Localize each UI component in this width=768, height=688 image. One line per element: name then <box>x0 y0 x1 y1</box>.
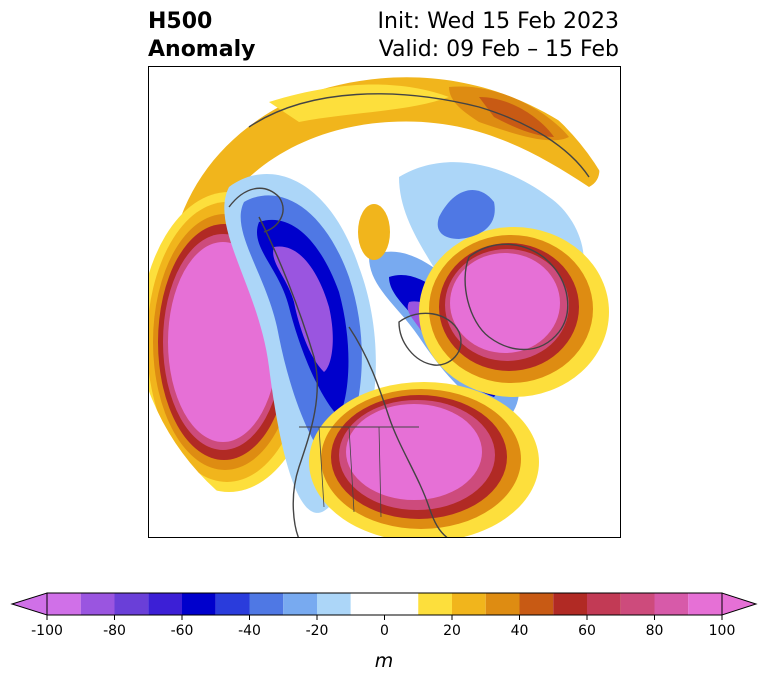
coast-greenland <box>398 312 462 366</box>
colorbar-segment <box>620 593 655 615</box>
colorbar-unit: m <box>375 650 394 672</box>
colorbar-tick-label: 100 <box>709 623 736 639</box>
colorbar-segment <box>317 593 351 615</box>
arctic-ridge <box>358 204 390 260</box>
coast-na-east <box>348 326 448 537</box>
colorbar-segment <box>418 593 452 615</box>
wna-trough-core <box>273 246 333 372</box>
colorbar-segment <box>587 593 621 615</box>
colorbar-segment <box>485 593 520 615</box>
colorbar-segment <box>283 593 317 615</box>
colorbar-segments <box>10 592 758 616</box>
colorbar-segment <box>47 593 81 615</box>
europe-ridge-core <box>450 253 560 353</box>
colorbar-tick-label: -60 <box>171 623 194 639</box>
coast-asia <box>248 93 590 178</box>
map-subtitle: Init: Wed 15 Feb 2023 Valid: 09 Feb – 15… <box>378 8 619 64</box>
anomaly-field <box>149 77 609 537</box>
colorbar-tick-label: -20 <box>306 623 329 639</box>
colorbar-extend-high <box>721 592 758 616</box>
colorbar-tick-label: 60 <box>578 623 596 639</box>
colorbar-tick-label: 0 <box>380 623 389 639</box>
init-time: Init: Wed 15 Feb 2023 <box>377 9 619 34</box>
ridge-arctic-arc <box>167 77 600 317</box>
valid-range: Valid: 09 Feb – 15 Feb <box>378 37 619 62</box>
colorbar-segment <box>519 593 554 615</box>
colorbar-segment <box>350 593 419 615</box>
title-variable: H500 <box>148 9 213 34</box>
colorbar-segment <box>114 593 149 615</box>
colorbar-segment <box>553 593 587 615</box>
colorbar-segment <box>182 593 216 615</box>
arctic-trough <box>437 190 495 239</box>
coastlines <box>228 93 590 537</box>
colorbar-segment <box>80 593 115 615</box>
title-type: Anomaly <box>148 37 256 62</box>
colorbar-segment <box>452 593 486 615</box>
anomaly-map <box>148 66 621 538</box>
colorbar-ticks: -100 -80 -60 -40 -20 0 20 40 60 80 100 <box>31 615 735 639</box>
colorbar-tick-label: -80 <box>103 623 126 639</box>
colorbar-extend-low <box>10 592 48 616</box>
colorbar-segment <box>688 593 722 615</box>
colorbar-tick-label: 80 <box>646 623 664 639</box>
colorbar-segment <box>654 593 689 615</box>
coast-alaska <box>228 187 284 233</box>
colorbar-tick-label: -40 <box>238 623 261 639</box>
ridge-siberia-inner <box>479 97 554 137</box>
map-title: H500 Anomaly <box>148 8 255 64</box>
colorbar-tick-label: -100 <box>31 623 63 639</box>
coast-na-west <box>258 216 318 537</box>
colorbar-segment <box>249 593 284 615</box>
colorbar-segment <box>215 593 250 615</box>
eus-ridge-core <box>346 404 482 500</box>
colorbar-segment <box>148 593 182 615</box>
colorbar-tick-label: 20 <box>443 623 461 639</box>
colorbar: -100 -80 -60 -40 -20 0 20 40 60 80 100 m <box>0 585 768 684</box>
ridge-siberia-core <box>269 84 449 122</box>
us-state-lines <box>318 426 382 518</box>
coast-europe <box>464 243 569 351</box>
colorbar-tick-label: 40 <box>511 623 529 639</box>
